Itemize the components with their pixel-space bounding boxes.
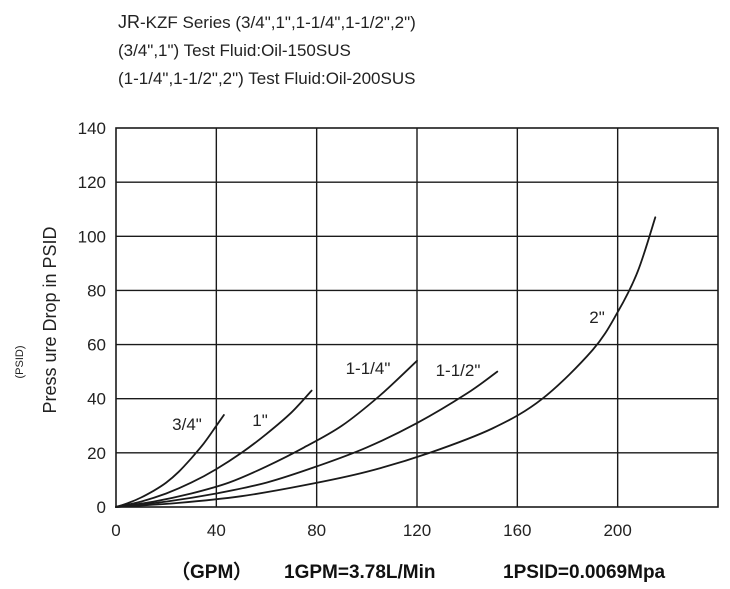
y-axis-unit: (PSID) (14, 346, 26, 379)
test-fluid-small-sizes: (3/4",1") Test Fluid:Oil-150SUS (118, 41, 351, 60)
chart-header: JR-KZF Series (3/4",1",1-1/4",1-1/2",2")… (118, 8, 718, 93)
x-tick-label: 120 (403, 521, 431, 540)
curve-1-1-4in (115, 359, 418, 508)
x-tick-label: 160 (503, 521, 531, 540)
grid (115, 127, 719, 508)
y-tick-label: 40 (87, 390, 106, 409)
test-fluid-large-sizes: (1-1/4",1-1/2",2") Test Fluid:Oil-200SUS (118, 69, 416, 88)
y-tick-label: 80 (87, 281, 106, 300)
y-axis-title: Press ure Drop in PSID (40, 226, 60, 413)
y-tick-label: 100 (78, 227, 106, 246)
y-tick-label: 140 (78, 119, 106, 138)
axis-titles: Press ure Drop in PSID (PSID) （GPM） 1GPM=3.… (14, 226, 666, 583)
x-tick-label: 40 (207, 521, 226, 540)
x-tick-label: 0 (111, 521, 120, 540)
curve-label: 2" (589, 308, 605, 327)
x-axis-unit: （GPM） (171, 560, 252, 583)
curves (115, 216, 657, 508)
series-title: JR-KZF Series (3/4",1",1-1/4",1-1/2",2") (118, 8, 718, 37)
curve-1in (115, 389, 313, 508)
series-sizes: -KZF Series (3/4",1",1-1/4",1-1/2",2") (140, 13, 416, 32)
psid-conversion: 1PSID=0.0069Mpa (503, 562, 666, 583)
y-tick-label: 120 (78, 173, 106, 192)
curve-label: 1-1/4" (346, 359, 391, 378)
x-tick-label: 200 (603, 521, 631, 540)
series-code: JR (118, 12, 140, 32)
curve-label: 1" (252, 411, 268, 430)
curve-1-1-2in (115, 370, 499, 508)
curve-label: 1-1/2" (436, 361, 481, 380)
curve-2in (115, 216, 657, 508)
tick-labels: 0 40 80 120 160 200 0 20 40 60 80 100 120 140 (78, 119, 632, 540)
y-tick-label: 60 (87, 336, 106, 355)
y-tick-label: 0 (97, 498, 106, 517)
gpm-conversion: 1GPM=3.78L/Min (284, 562, 436, 583)
x-tick-label: 80 (307, 521, 326, 540)
curve-3-4in (115, 414, 225, 508)
curve-label: 3/4" (172, 415, 202, 434)
y-tick-label: 20 (87, 444, 106, 463)
curve-labels: 3/4" 1" 1-1/4" 1-1/2" 2" (172, 308, 605, 434)
